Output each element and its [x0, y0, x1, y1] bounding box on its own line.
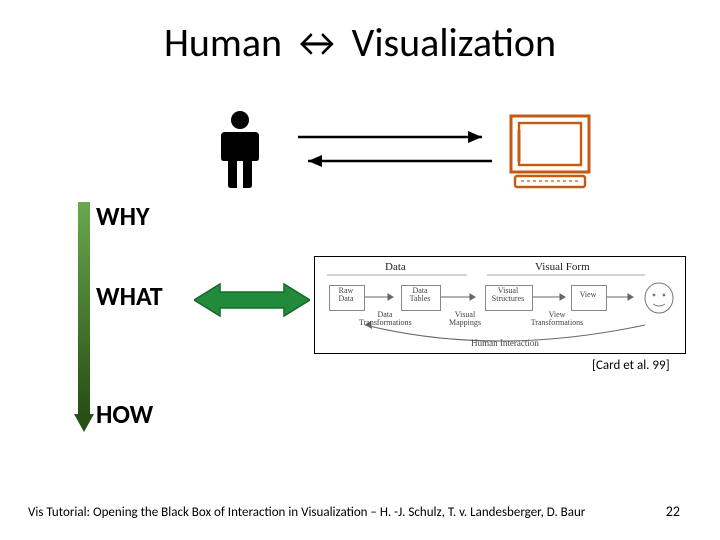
computer-icon: [505, 112, 595, 190]
label-what: WHAT: [96, 280, 163, 312]
card-arrow-transform: DataTransformations: [359, 311, 411, 328]
label-why: WHY: [96, 200, 149, 232]
label-how: HOW: [96, 398, 153, 430]
slide: Human ↔ Visualization: [0, 0, 720, 540]
green-double-arrow-icon: [194, 282, 310, 318]
card-arrow-viewtrans: ViewTransformations: [529, 311, 585, 328]
vertical-bar-icon: [74, 202, 94, 432]
face-sketch-icon: [641, 281, 679, 315]
card-box-tables: DataTables: [399, 287, 441, 304]
card-box-view: View: [569, 291, 607, 299]
card-pipeline-diagram: Data Visual Form RawData DataTables Visu…: [314, 256, 686, 354]
citation: [Card et al. 99]: [592, 358, 670, 373]
bidirectional-arrows-icon: [290, 115, 500, 185]
slide-title: Human ↔ Visualization: [0, 18, 720, 67]
card-bottom-label: Human Interaction: [455, 339, 555, 348]
footer-text: Vis Tutorial: Opening the Black Box of I…: [28, 505, 585, 520]
card-arrow-mappings: VisualMappings: [443, 311, 487, 328]
card-box-raw: RawData: [327, 287, 365, 304]
human-icon: [210, 110, 270, 190]
page-number: 22: [666, 503, 680, 520]
card-box-structures: VisualStructures: [483, 287, 533, 304]
